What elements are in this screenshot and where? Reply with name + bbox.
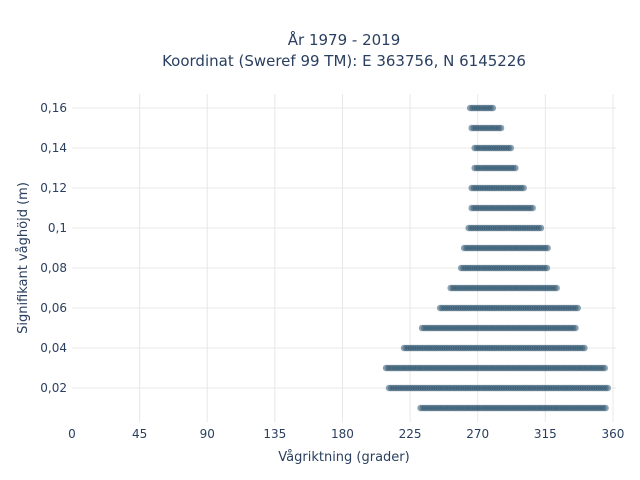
y-axis-label: Signifikant våghöjd (m) [16,182,31,334]
y-tick-label: 0,16 [40,101,67,115]
data-point [497,124,505,132]
x-axis-label: Vågriktning (grader) [278,450,409,465]
x-axis-ticks: 0 45 90 135 180 225 270 315 360 [68,427,624,441]
data-point [581,344,588,352]
data-point [574,304,581,312]
x-tick-label: 360 [602,427,625,441]
data-point [520,184,527,192]
x-tick-label: 180 [331,427,354,441]
y-tick-label: 0,12 [40,181,67,195]
data-points [382,104,611,412]
y-tick-label: 0,04 [40,341,67,355]
y-axis-ticks: 0,02 0,04 0,06 0,08 0,1 0,12 0,14 0,16 [40,101,67,395]
y-tick-label: 0,14 [40,141,67,155]
data-point [602,404,609,412]
x-tick-label: 135 [263,427,286,441]
data-point [572,324,579,332]
data-point [537,224,545,232]
data-point [543,264,551,272]
data-point [507,144,515,152]
y-tick-label: 0,06 [40,301,67,315]
grid [72,94,616,422]
x-tick-label: 45 [132,427,147,441]
data-point [553,284,560,292]
data-point [529,204,536,212]
x-tick-label: 90 [200,427,215,441]
data-point [604,384,611,392]
data-point [512,164,519,172]
chart-subtitle: Koordinat (Sweref 99 TM): E 363756, N 61… [162,52,526,70]
y-tick-label: 0,02 [40,381,67,395]
y-tick-label: 0,1 [48,221,67,235]
chart-title: År 1979 - 2019 [288,30,401,49]
data-point [601,364,608,372]
x-tick-label: 225 [399,427,422,441]
x-tick-label: 270 [466,427,489,441]
data-point [489,104,497,112]
data-point [544,244,551,252]
x-tick-label: 315 [534,427,557,441]
x-tick-label: 0 [68,427,76,441]
y-tick-label: 0,08 [40,261,67,275]
